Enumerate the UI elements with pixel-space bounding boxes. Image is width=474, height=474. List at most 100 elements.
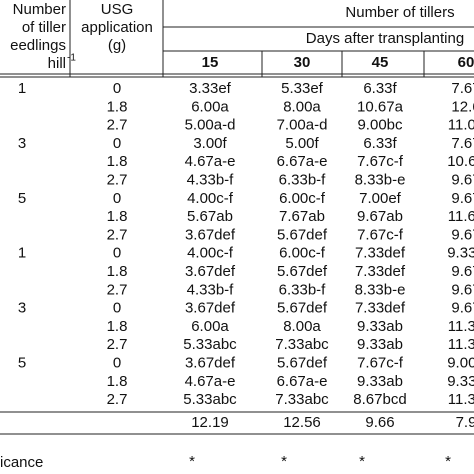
cell: 0 <box>113 190 121 207</box>
cell: 1.8 <box>107 153 128 170</box>
cell: 7.67c-f <box>357 354 404 371</box>
cell: 4.33b-f <box>187 281 235 298</box>
cv-cell: 12.19 <box>191 414 229 431</box>
cell: 5.33abc <box>183 336 237 353</box>
cell: 7.67c-f <box>357 153 404 170</box>
cv-cell: 7.9 <box>456 414 474 431</box>
cell: 3.67def <box>185 354 236 371</box>
cell: 4.00c-f <box>187 190 234 207</box>
cell: 5.67def <box>277 226 328 243</box>
cell: 6.33f <box>363 135 397 152</box>
cell: 4.67a-e <box>185 153 236 170</box>
cell: 5.00a-d <box>185 117 236 134</box>
cell: 1 <box>18 245 26 262</box>
header-text: USG <box>101 1 134 18</box>
cell: 2.7 <box>107 281 128 298</box>
cell: 5.67def <box>277 300 328 317</box>
cell: 1.8 <box>107 98 128 115</box>
cell: 8.33b-e <box>355 281 406 298</box>
cell: 7.67 <box>451 135 474 152</box>
cell: 3.33ef <box>189 80 232 97</box>
cell: 10.67a <box>357 98 404 115</box>
cell: 4.33b-f <box>187 171 235 188</box>
cell: 2.7 <box>107 336 128 353</box>
cell: 4.67a-e <box>185 373 236 390</box>
cv-cell: 12.56 <box>283 414 321 431</box>
cell: 6.00a <box>191 318 229 335</box>
sig-cell: * <box>189 453 195 470</box>
cell: 0 <box>113 80 121 97</box>
cell: 6.33b-f <box>279 171 327 188</box>
cell: 5.00f <box>285 135 319 152</box>
cell: 7.33def <box>355 263 406 280</box>
cell: 6.00c-f <box>279 190 326 207</box>
cell: 7.67ab <box>279 208 325 225</box>
cell: 7.33def <box>355 300 406 317</box>
cell: 0 <box>113 135 121 152</box>
cell: 9.67 <box>451 281 474 298</box>
cell: 6.67a-e <box>277 153 328 170</box>
cell: 6.33f <box>363 80 397 97</box>
cell: 7.33def <box>355 245 406 262</box>
cell: 2.7 <box>107 117 128 134</box>
cell: 5 <box>18 190 26 207</box>
cell: 9.33ab <box>357 318 403 335</box>
cell: 5.33ef <box>281 80 324 97</box>
cell: 11.33 <box>448 391 474 408</box>
header-text: (g) <box>108 37 126 54</box>
cell: 5.67def <box>277 354 328 371</box>
cell: 9.00bc <box>357 117 403 134</box>
cell: 1.8 <box>107 373 128 390</box>
cell: 11.67 <box>448 208 474 225</box>
cell: 7.00ef <box>359 190 402 207</box>
cell: 6.67a-e <box>277 373 328 390</box>
cell: 9.00d <box>447 354 474 371</box>
header-text: eedlings <box>10 37 66 54</box>
cell: 7.33abc <box>275 391 329 408</box>
cell: 7.33abc <box>275 336 329 353</box>
cell: 9.67 <box>451 263 474 280</box>
cell: 9.33d <box>447 373 474 390</box>
cell: 0 <box>113 245 121 262</box>
cell: 0 <box>113 354 121 371</box>
row-label: icance <box>0 454 43 471</box>
cell: 8.00a <box>283 318 321 335</box>
cell: 11.33 <box>448 318 474 335</box>
cv-cell: 9.66 <box>365 414 394 431</box>
header-text: hill <box>48 55 66 72</box>
cell: 9.67 <box>451 190 474 207</box>
header-day: 45 <box>372 54 389 71</box>
cell: 0 <box>113 300 121 317</box>
cell: 9.67 <box>451 226 474 243</box>
cell: 9.33ab <box>357 373 403 390</box>
cell: 3 <box>18 135 26 152</box>
cell: 5.67def <box>277 263 328 280</box>
header-text: Number <box>13 1 66 18</box>
cell: 9.33ab <box>357 336 403 353</box>
cell: 3.67def <box>185 300 236 317</box>
cell: 12.6 <box>451 98 474 115</box>
cell: 5 <box>18 354 26 371</box>
cell: 6.00a <box>191 98 229 115</box>
cell: 1.8 <box>107 208 128 225</box>
sig-cell: * <box>281 453 287 470</box>
cell: 8.67bcd <box>353 391 406 408</box>
header-day: 15 <box>202 54 219 71</box>
cell: 9.33d <box>447 245 474 262</box>
cell: 2.7 <box>107 391 128 408</box>
header-day: 30 <box>294 54 311 71</box>
cell: 2.7 <box>107 171 128 188</box>
header-text: Number of tillers <box>345 4 454 21</box>
cell: 4.00c-f <box>187 245 234 262</box>
cell: 9.67 <box>451 171 474 188</box>
cell: 7.00a-d <box>277 117 328 134</box>
cell: 9.67 <box>451 300 474 317</box>
sig-cell: * <box>359 453 365 470</box>
cell: 1 <box>18 80 26 97</box>
cell: 11.00 <box>448 117 474 134</box>
cell: 3 <box>18 300 26 317</box>
cell: 1.8 <box>107 318 128 335</box>
cell: 3.67def <box>185 263 236 280</box>
cell: 11.33 <box>448 336 474 353</box>
